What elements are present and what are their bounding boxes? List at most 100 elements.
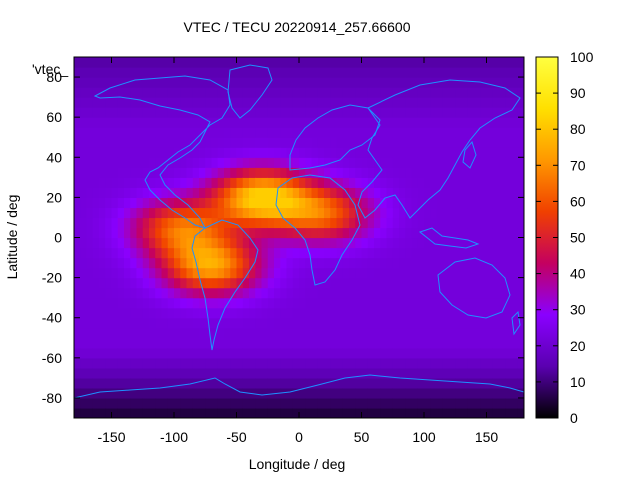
heatmap-cell (405, 257, 413, 269)
heatmap-cell (367, 147, 375, 158)
heatmap-cell (192, 237, 200, 249)
heatmap-cell (355, 337, 363, 349)
heatmap-cell (105, 187, 113, 198)
heatmap-cell (211, 267, 219, 279)
heatmap-cell (274, 147, 281, 158)
heatmap-cell (330, 397, 338, 409)
heatmap-cell (467, 327, 475, 339)
heatmap-cell (111, 167, 119, 178)
heatmap-cell (336, 367, 344, 379)
heatmap-cell (386, 87, 394, 98)
heatmap-cell (467, 307, 475, 319)
heatmap-cell (86, 97, 94, 108)
heatmap-cell (492, 127, 500, 138)
heatmap-cell (261, 197, 269, 209)
heatmap-cell (474, 177, 481, 188)
heatmap-cell (349, 117, 356, 128)
heatmap-cell (336, 197, 344, 209)
heatmap-cell (417, 247, 425, 259)
heatmap-cell (492, 327, 500, 339)
heatmap-cell (286, 107, 294, 118)
heatmap-cell (324, 307, 331, 319)
heatmap-cell (374, 227, 381, 239)
heatmap-cell (430, 227, 438, 239)
heatmap-cell (205, 217, 213, 229)
heatmap-cell (392, 57, 400, 68)
heatmap-cell (455, 357, 463, 369)
heatmap-cell (361, 387, 369, 399)
heatmap-cell (224, 377, 231, 389)
heatmap-cell (211, 327, 219, 339)
heatmap-cell (380, 337, 388, 349)
heatmap-cell (105, 307, 113, 319)
heatmap-cell (136, 187, 144, 198)
heatmap-cell (405, 147, 413, 158)
heatmap-cell (86, 117, 94, 128)
heatmap-cell (517, 87, 524, 98)
heatmap-cell (405, 227, 413, 239)
heatmap-cell (99, 317, 106, 329)
heatmap-cell (161, 87, 169, 98)
heatmap-cell (442, 87, 450, 98)
heatmap-cell (330, 367, 338, 379)
heatmap-cell (449, 267, 456, 279)
heatmap-cell (449, 177, 456, 188)
heatmap-cell (467, 217, 475, 229)
heatmap-cell (349, 337, 356, 349)
heatmap-cell (461, 187, 469, 198)
heatmap-cell (505, 327, 513, 339)
heatmap-cell (436, 347, 444, 359)
heatmap-cell (267, 307, 275, 319)
heatmap-cell (299, 87, 306, 98)
heatmap-cell (180, 107, 188, 118)
heatmap-cell (505, 127, 513, 138)
heatmap-cell (430, 317, 438, 329)
heatmap-cell (342, 207, 350, 219)
heatmap-cell (117, 307, 125, 319)
heatmap-cell (186, 287, 194, 299)
heatmap-cell (142, 277, 150, 289)
heatmap-cell (261, 167, 269, 178)
heatmap-cell (261, 147, 269, 158)
coastline-japan (462, 140, 477, 169)
heatmap-cell (411, 187, 419, 198)
heatmap-cell (311, 167, 319, 178)
heatmap-cell (311, 247, 319, 259)
heatmap-cell (180, 277, 188, 289)
heatmap-cell (180, 197, 188, 209)
heatmap-cell (136, 107, 144, 118)
heatmap-cell (199, 357, 206, 369)
heatmap-cell (205, 307, 213, 319)
heatmap-cell (242, 307, 250, 319)
heatmap-cell (492, 347, 500, 359)
heatmap-cell (355, 257, 363, 269)
heatmap-cell (99, 277, 106, 289)
heatmap-cell (274, 197, 281, 209)
heatmap-cell (424, 357, 431, 369)
heatmap-cell (280, 357, 288, 369)
heatmap-cell (436, 127, 444, 138)
heatmap-cell (136, 157, 144, 168)
heatmap-cell (211, 367, 219, 379)
heatmap-cell (480, 177, 488, 188)
heatmap-cell (292, 147, 300, 158)
heatmap-cell (224, 307, 231, 319)
heatmap-cell (136, 327, 144, 339)
heatmap-cell (480, 387, 488, 399)
heatmap-cell (474, 287, 481, 299)
heatmap-cell (411, 117, 419, 128)
heatmap-cell (411, 227, 419, 239)
heatmap-cell (430, 157, 438, 168)
heatmap-cell (130, 57, 138, 68)
heatmap-cell (330, 117, 338, 128)
heatmap-cell (161, 167, 169, 178)
heatmap-cell (455, 147, 463, 158)
heatmap-cell (367, 257, 375, 269)
heatmap-cell (99, 387, 106, 399)
heatmap-cell (430, 97, 438, 108)
heatmap-cell (467, 287, 475, 299)
heatmap-cell (474, 127, 481, 138)
heatmap-cell (174, 367, 181, 379)
heatmap-cell (167, 327, 175, 339)
heatmap-cell (180, 297, 188, 309)
